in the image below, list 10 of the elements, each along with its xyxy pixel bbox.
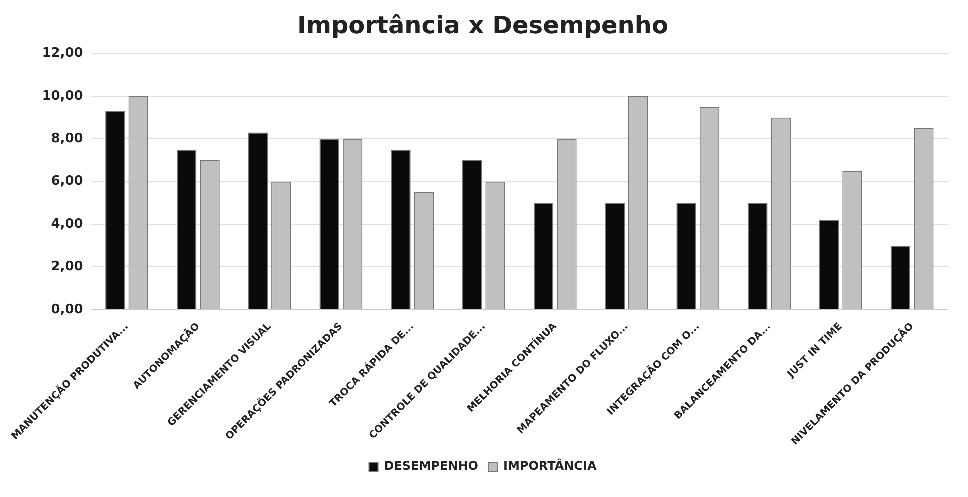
y-tick-label: 8,00 [51, 132, 84, 147]
chart-title: Importância x Desempenho [298, 12, 668, 40]
y-tick-label: 0,00 [51, 302, 84, 318]
legend-label: IMPORTÂNCIA [503, 458, 598, 474]
y-tick-label: 12,00 [42, 46, 84, 62]
y-tick-label: 2,00 [51, 260, 84, 275]
legend-label: DESEMPENHO [384, 459, 478, 474]
y-tick-label: 4,00 [51, 216, 84, 232]
y-tick-label: 6,00 [51, 174, 84, 190]
y-tick-label: 10,00 [42, 88, 84, 104]
